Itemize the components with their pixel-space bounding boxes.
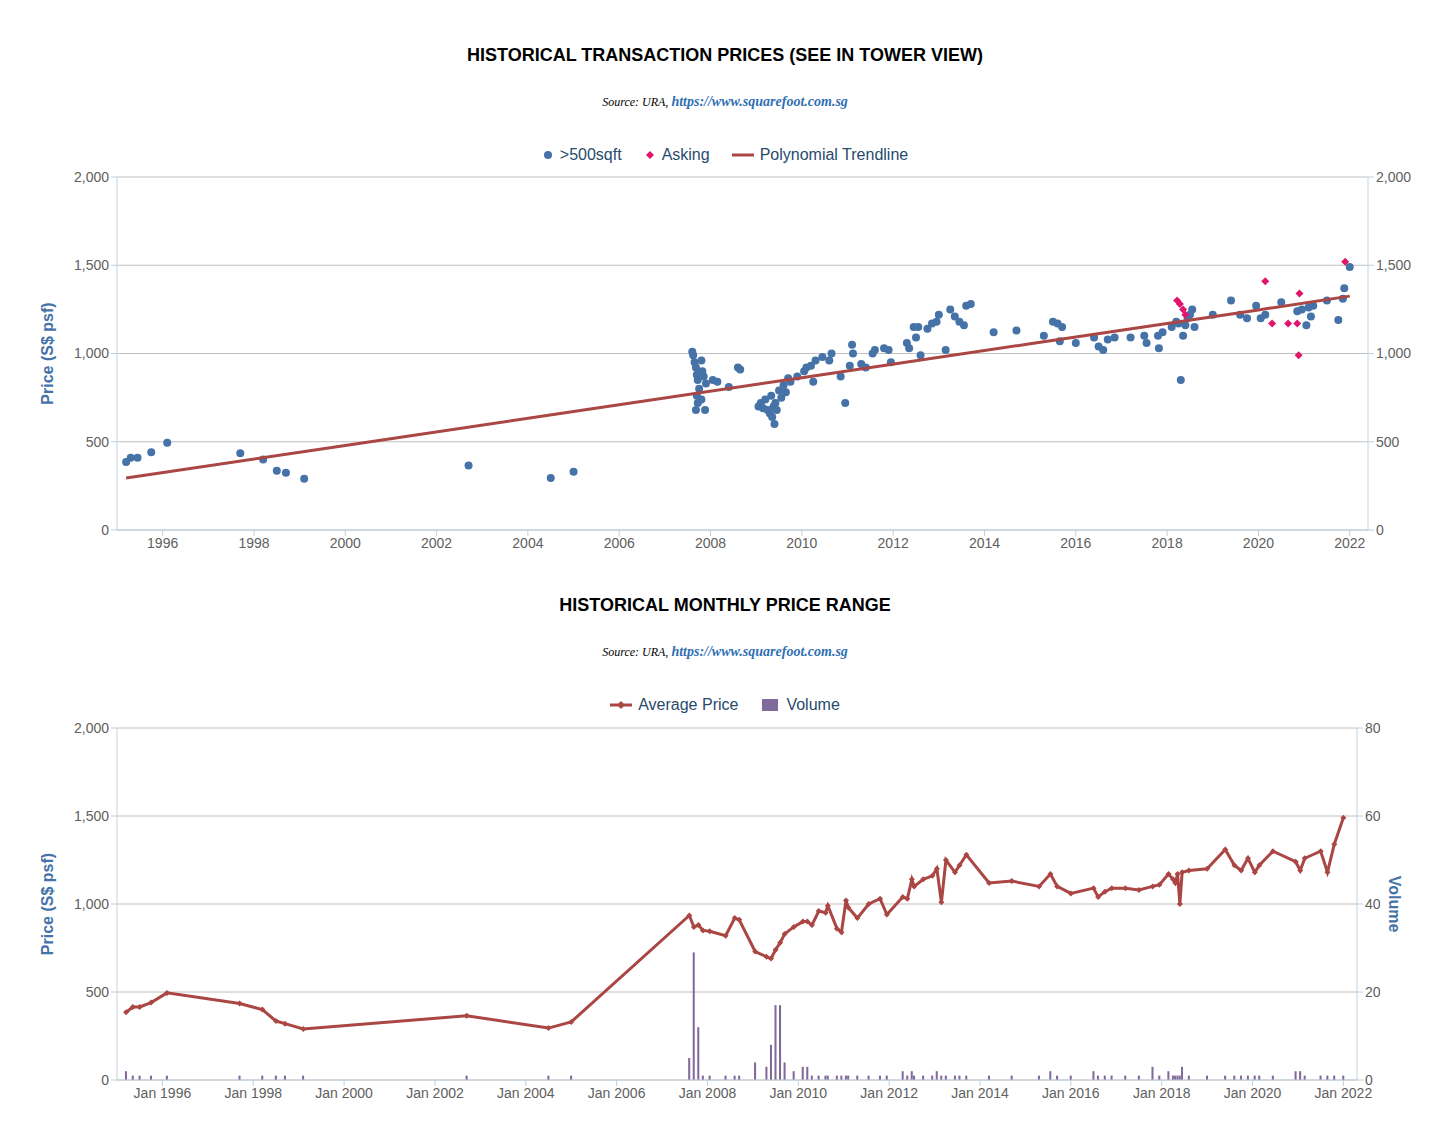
svg-text:1,500: 1,500	[1376, 257, 1411, 273]
svg-text:40: 40	[1365, 896, 1381, 912]
svg-text:Jan 2014: Jan 2014	[951, 1085, 1009, 1101]
svg-text:2012: 2012	[878, 535, 909, 551]
svg-text:2016: 2016	[1060, 535, 1091, 551]
svg-text:Jan 2016: Jan 2016	[1042, 1085, 1100, 1101]
svg-text:Jan 2010: Jan 2010	[770, 1085, 828, 1101]
svg-text:2000: 2000	[330, 535, 361, 551]
svg-text:Jan 1998: Jan 1998	[224, 1085, 282, 1101]
svg-text:2022: 2022	[1334, 535, 1365, 551]
svg-text:1,500: 1,500	[74, 257, 109, 273]
html-text:Average Price: Average Price	[638, 696, 739, 713]
html-text:Asking: Asking	[661, 146, 710, 163]
svg-text:80: 80	[1365, 720, 1381, 736]
html-text:HISTORICAL MONTHLY PRICE RANGE: HISTORICAL MONTHLY PRICE RANGE	[559, 595, 891, 615]
svg-text:500: 500	[1376, 434, 1400, 450]
svg-text:Jan 2012: Jan 2012	[860, 1085, 918, 1101]
html-text:Volume: Volume	[786, 696, 840, 713]
svg-text:2004: 2004	[512, 535, 543, 551]
svg-text:1,000: 1,000	[74, 896, 109, 912]
svg-text:2010: 2010	[786, 535, 817, 551]
svg-text:500: 500	[86, 434, 110, 450]
svg-text:Jan 2002: Jan 2002	[406, 1085, 464, 1101]
svg-text:2006: 2006	[604, 535, 635, 551]
html-text:Source: URA, https://www.squar: Source: URA, https://www.squarefoot.com.…	[602, 644, 848, 659]
svg-text:2008: 2008	[695, 535, 726, 551]
svg-text:2,000: 2,000	[74, 169, 109, 185]
svg-text:1,000: 1,000	[74, 345, 109, 361]
html-text:>500sqft: >500sqft	[559, 146, 622, 163]
svg-text:2014: 2014	[969, 535, 1000, 551]
svg-text:0: 0	[1365, 1072, 1373, 1088]
svg-text:20: 20	[1365, 984, 1381, 1000]
svg-text:Jan 2000: Jan 2000	[315, 1085, 373, 1101]
svg-text:Jan 1996: Jan 1996	[134, 1085, 192, 1101]
svg-text:1996: 1996	[147, 535, 178, 551]
svg-text:1,500: 1,500	[74, 808, 109, 824]
svg-text:2002: 2002	[421, 535, 452, 551]
svg-text:Price (S$ psf): Price (S$ psf)	[39, 853, 56, 955]
html-text:HISTORICAL TRANSACTION PRICES: HISTORICAL TRANSACTION PRICES (SEE IN TO…	[467, 45, 983, 65]
svg-text:2,000: 2,000	[74, 720, 109, 736]
svg-text:0: 0	[101, 1072, 109, 1088]
html-text:Polynomial Trendline: Polynomial Trendline	[759, 146, 909, 163]
svg-text:0: 0	[1376, 522, 1384, 538]
svg-text:Jan 2018: Jan 2018	[1133, 1085, 1191, 1101]
svg-text:1,000: 1,000	[1376, 345, 1411, 361]
svg-text:Jan 2004: Jan 2004	[497, 1085, 555, 1101]
svg-text:Jan 2008: Jan 2008	[679, 1085, 737, 1101]
svg-text:Jan 2022: Jan 2022	[1315, 1085, 1373, 1101]
svg-text:0: 0	[101, 522, 109, 538]
html-text:Source: URA, https://www.squar: Source: URA, https://www.squarefoot.com.…	[602, 94, 848, 109]
svg-text:2018: 2018	[1152, 535, 1183, 551]
svg-text:Volume: Volume	[1386, 876, 1403, 933]
svg-text:Jan 2006: Jan 2006	[588, 1085, 646, 1101]
svg-text:1998: 1998	[238, 535, 269, 551]
svg-text:60: 60	[1365, 808, 1381, 824]
svg-text:Jan 2020: Jan 2020	[1224, 1085, 1282, 1101]
svg-text:2020: 2020	[1243, 535, 1274, 551]
svg-text:2,000: 2,000	[1376, 169, 1411, 185]
svg-text:500: 500	[86, 984, 110, 1000]
svg-text:Price (S$ psf): Price (S$ psf)	[39, 302, 56, 404]
